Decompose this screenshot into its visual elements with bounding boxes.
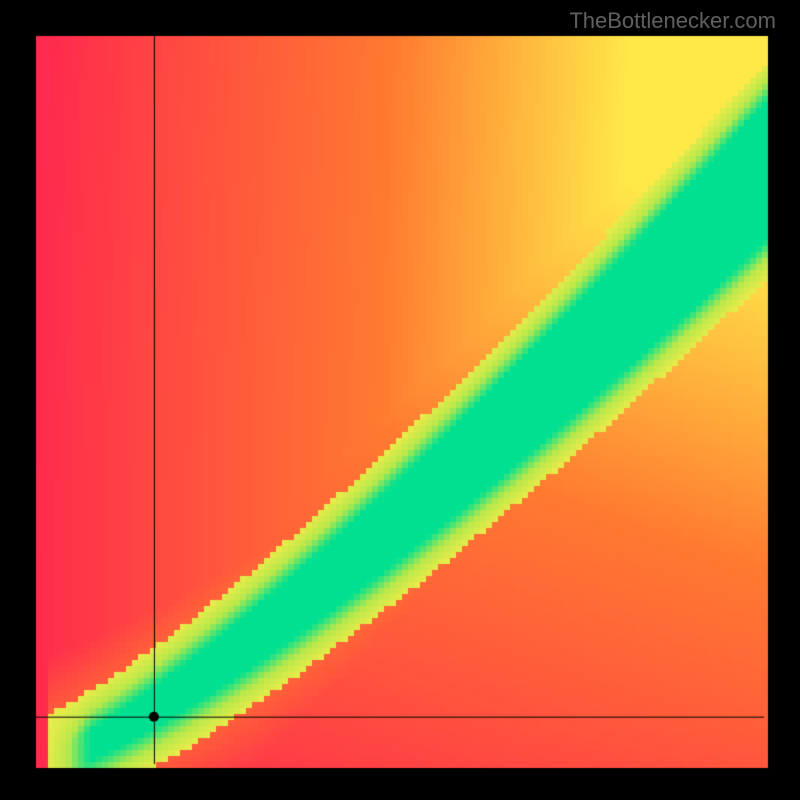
bottleneck-heatmap [0,0,800,800]
watermark-text: TheBottlenecker.com [569,8,776,34]
chart-container: TheBottlenecker.com [0,0,800,800]
